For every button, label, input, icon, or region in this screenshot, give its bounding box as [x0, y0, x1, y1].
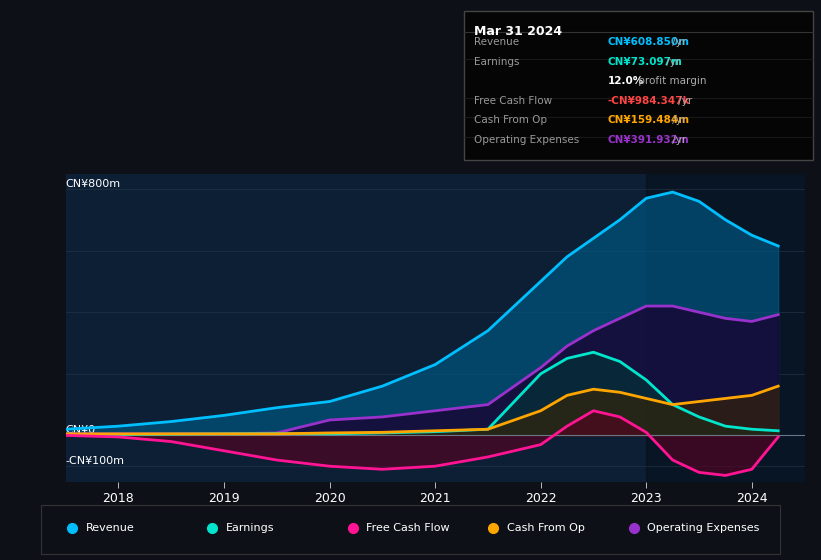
- Text: CN¥800m: CN¥800m: [66, 179, 121, 189]
- Text: -CN¥100m: -CN¥100m: [66, 456, 125, 466]
- Text: CN¥0: CN¥0: [66, 426, 96, 436]
- Text: CN¥159.484m: CN¥159.484m: [608, 115, 690, 125]
- Text: Cash From Op: Cash From Op: [474, 115, 547, 125]
- Text: /yr: /yr: [669, 37, 686, 47]
- Text: Free Cash Flow: Free Cash Flow: [474, 96, 552, 106]
- Text: /yr: /yr: [675, 96, 692, 106]
- Text: Operating Expenses: Operating Expenses: [647, 523, 759, 533]
- Text: /yr: /yr: [663, 57, 681, 67]
- Bar: [646, 174, 805, 482]
- Text: Cash From Op: Cash From Op: [507, 523, 585, 533]
- Text: Operating Expenses: Operating Expenses: [474, 135, 579, 145]
- Text: Mar 31 2024: Mar 31 2024: [474, 25, 562, 38]
- Text: CN¥608.850m: CN¥608.850m: [608, 37, 690, 47]
- Text: CN¥73.097m: CN¥73.097m: [608, 57, 682, 67]
- Text: Revenue: Revenue: [85, 523, 134, 533]
- Text: Free Cash Flow: Free Cash Flow: [366, 523, 450, 533]
- Text: -CN¥984.347k: -CN¥984.347k: [608, 96, 690, 106]
- Text: /yr: /yr: [669, 135, 686, 145]
- FancyBboxPatch shape: [41, 505, 780, 554]
- Text: CN¥391.932m: CN¥391.932m: [608, 135, 690, 145]
- Text: 12.0%: 12.0%: [608, 76, 644, 86]
- Text: /yr: /yr: [669, 115, 686, 125]
- Text: profit margin: profit margin: [635, 76, 707, 86]
- Text: Revenue: Revenue: [474, 37, 519, 47]
- Text: Earnings: Earnings: [474, 57, 519, 67]
- Text: Earnings: Earnings: [226, 523, 274, 533]
